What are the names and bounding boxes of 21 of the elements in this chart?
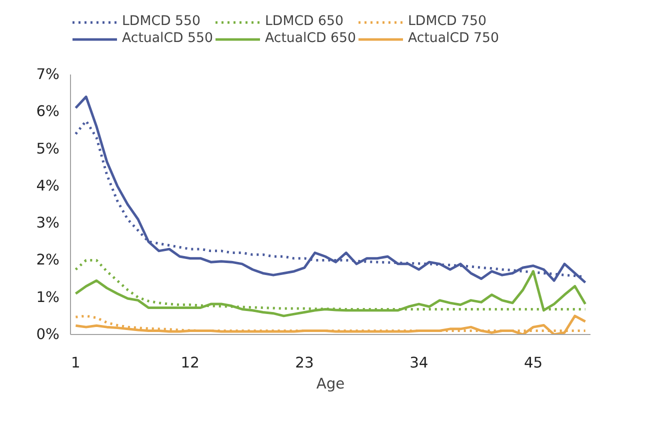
line-series xyxy=(74,96,587,284)
legend-label: ActualCD 550 xyxy=(122,31,213,46)
x-tick-label: 1 xyxy=(71,354,80,372)
legend-label: ActualCD 750 xyxy=(408,31,499,46)
y-tick-label: 5% xyxy=(36,140,60,158)
x-tick-label: 23 xyxy=(295,354,314,372)
y-tick-label: 7% xyxy=(36,66,60,83)
x-tick-label: 34 xyxy=(410,354,428,372)
legend-label: LDMCD 750 xyxy=(408,14,486,29)
legend-label: LDMCD 650 xyxy=(265,14,344,29)
y-tick-label: 2% xyxy=(36,252,60,269)
y-tick-label: 1% xyxy=(36,288,60,306)
legend-label: LDMCD 550 xyxy=(122,14,200,29)
y-tick-label: 6% xyxy=(36,103,60,120)
x-tick-label: 12 xyxy=(180,354,200,372)
x-tick-label: 45 xyxy=(524,354,543,372)
y-tick-label: 4% xyxy=(36,177,60,194)
x-axis-title: Age xyxy=(316,376,345,392)
y-tick-label: 0% xyxy=(36,326,60,343)
legend-label: ActualCD 650 xyxy=(265,31,356,46)
y-tick-label: 3% xyxy=(36,214,60,232)
